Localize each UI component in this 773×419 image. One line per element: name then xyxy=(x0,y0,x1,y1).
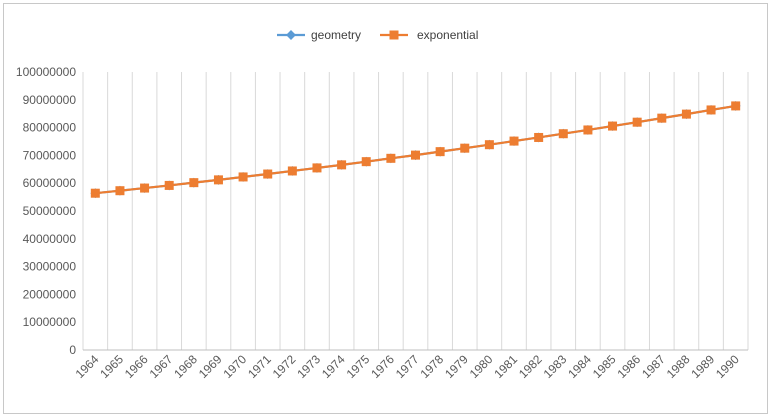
x-axis: 1964196519661967196819691970197119721973… xyxy=(73,352,742,381)
x-tick-label: 1982 xyxy=(516,352,545,381)
data-point-exponential xyxy=(263,169,273,179)
data-point-exponential xyxy=(386,153,396,163)
x-tick-label: 1980 xyxy=(467,352,496,381)
y-tick-label: 60000000 xyxy=(23,176,77,190)
data-point-exponential xyxy=(115,186,125,196)
x-tick-label: 1978 xyxy=(417,352,446,381)
legend-label: exponential xyxy=(417,28,478,42)
x-tick-label: 1977 xyxy=(393,352,422,381)
data-point-exponential xyxy=(140,183,150,193)
x-tick-label: 1965 xyxy=(97,352,126,381)
data-point-exponential xyxy=(460,143,470,153)
data-point-exponential xyxy=(411,150,420,160)
data-point-exponential xyxy=(90,188,100,198)
y-axis: 0 10000000 20000000 30000000 40000000 5000000… xyxy=(16,65,76,357)
x-tick-label: 1988 xyxy=(664,352,693,381)
x-tick-label: 1985 xyxy=(590,352,619,381)
legend-label: geometry xyxy=(311,28,361,42)
data-point-exponential xyxy=(287,166,297,176)
data-point-exponential xyxy=(608,121,618,131)
x-tick-label: 1976 xyxy=(368,352,397,381)
data-point-exponential xyxy=(312,163,322,173)
gridlines xyxy=(82,72,749,351)
data-point-exponential xyxy=(189,178,199,188)
data-point-exponential xyxy=(484,140,494,150)
x-tick-label: 1970 xyxy=(220,352,249,381)
x-tick-label: 1983 xyxy=(541,352,570,381)
x-tick-label: 1966 xyxy=(122,352,151,381)
data-point-exponential xyxy=(657,113,667,123)
x-tick-label: 1971 xyxy=(245,352,274,381)
x-tick-label: 1964 xyxy=(73,352,102,381)
legend-item-geometry: geometry xyxy=(277,28,361,42)
x-tick-label: 1972 xyxy=(270,352,299,381)
legend-marker xyxy=(389,30,399,40)
data-point-exponential xyxy=(337,160,347,170)
line-chart: geometry exponential 0 10000000 20000000 300… xyxy=(16,28,749,381)
x-tick-label: 1986 xyxy=(615,352,644,381)
data-point-exponential xyxy=(509,136,519,146)
data-point-exponential xyxy=(213,175,223,185)
x-tick-label: 1967 xyxy=(147,352,176,381)
y-tick-label: 0 xyxy=(69,343,76,357)
x-tick-label: 1969 xyxy=(196,352,225,381)
x-tick-label: 1974 xyxy=(319,352,348,381)
data-point-exponential xyxy=(534,132,544,142)
series-exponential xyxy=(90,101,741,198)
y-tick-label: 70000000 xyxy=(23,148,77,162)
data-point-exponential xyxy=(435,147,445,157)
legend: geometry exponential xyxy=(277,28,478,42)
x-tick-label: 1987 xyxy=(639,352,668,381)
x-tick-label: 1990 xyxy=(713,352,742,381)
x-tick-label: 1984 xyxy=(565,352,594,381)
x-tick-label: 1973 xyxy=(294,352,323,381)
y-tick-label: 30000000 xyxy=(23,260,77,274)
y-tick-label: 20000000 xyxy=(23,287,77,301)
data-point-exponential xyxy=(164,180,174,190)
x-tick-label: 1979 xyxy=(442,352,471,381)
y-tick-label: 80000000 xyxy=(23,121,77,135)
x-tick-label: 1989 xyxy=(688,352,717,381)
data-point-exponential xyxy=(731,101,741,111)
legend-marker xyxy=(286,30,296,40)
data-point-exponential xyxy=(558,129,568,139)
series-layer xyxy=(90,100,741,199)
data-point-exponential xyxy=(361,157,371,167)
y-tick-label: 10000000 xyxy=(23,315,77,329)
data-point-exponential xyxy=(583,125,593,135)
y-tick-label: 100000000 xyxy=(16,65,76,79)
x-tick-label: 1968 xyxy=(171,352,200,381)
x-tick-label: 1975 xyxy=(344,352,373,381)
data-point-exponential xyxy=(632,117,642,127)
y-tick-label: 50000000 xyxy=(23,204,77,218)
y-tick-label: 40000000 xyxy=(23,232,77,246)
data-point-exponential xyxy=(681,109,691,119)
data-point-exponential xyxy=(238,172,248,182)
data-point-exponential xyxy=(706,105,716,115)
y-tick-label: 90000000 xyxy=(23,93,77,107)
x-tick-label: 1981 xyxy=(491,352,520,381)
legend-item-exponential: exponential xyxy=(380,28,478,42)
chart-frame: geometry exponential 0 10000000 20000000 300… xyxy=(3,3,768,414)
